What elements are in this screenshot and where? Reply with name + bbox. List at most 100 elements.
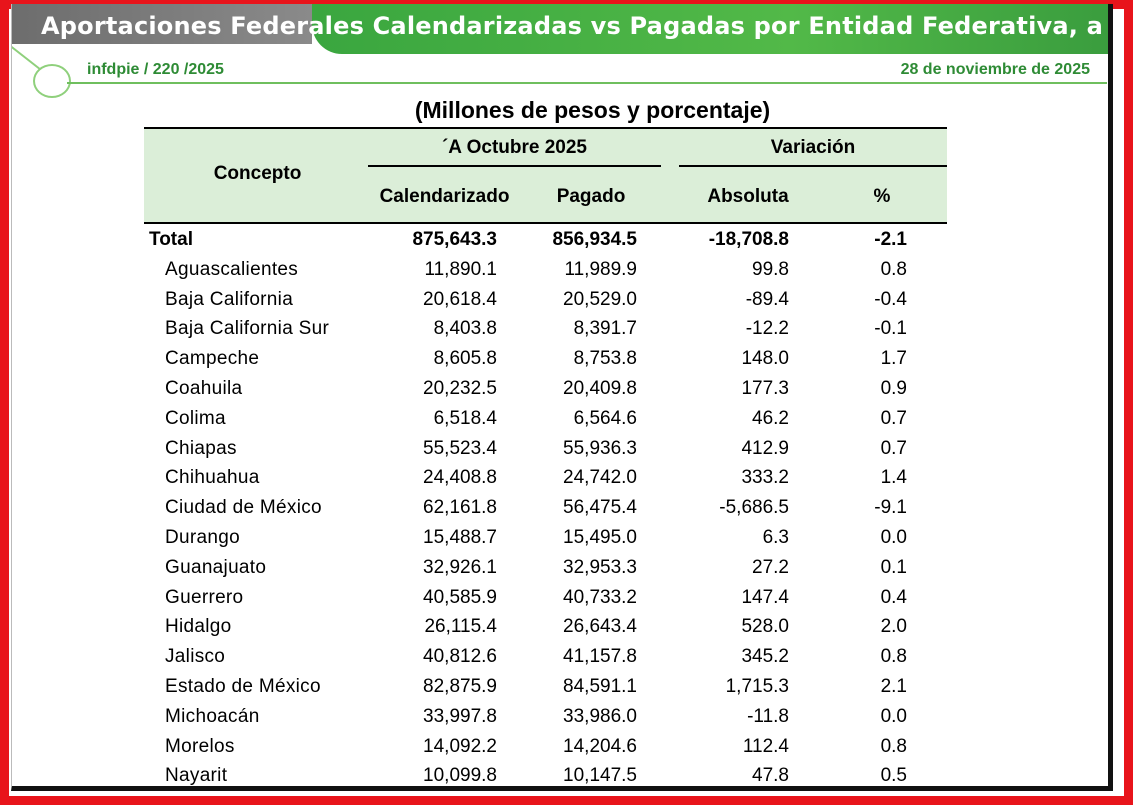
cell-pagado: 6,564.6 [573, 407, 637, 429]
cell-absoluta: 177.3 [741, 377, 789, 399]
header-percent: % [873, 186, 891, 207]
subheader-divider [67, 82, 1107, 84]
row-label: Coahuila [165, 377, 243, 399]
row-label: Jalisco [165, 646, 226, 668]
table-row: Chihuahua 24,408.8 24,742.0 333.2 1.4 [144, 462, 947, 492]
row-label: Baja California [165, 288, 294, 310]
cell-calendarizado: 875,643.3 [412, 229, 497, 250]
cell-percent: 0.0 [880, 705, 907, 727]
cell-percent: 0.5 [880, 765, 907, 787]
cell-percent: 0.7 [880, 407, 907, 429]
row-label: Hidalgo [165, 616, 232, 638]
row-label: Morelos [165, 735, 235, 757]
slide: Aportaciones Federales Calendarizadas vs… [11, 4, 1113, 791]
table-row: Estado de México 82,875.9 84,591.1 1,715.3 2… [144, 671, 947, 701]
cell-percent: 0.8 [880, 258, 907, 280]
cell-percent: -0.4 [874, 288, 907, 310]
cell-pagado: 11,989.9 [564, 258, 637, 280]
cell-pagado: 41,157.8 [563, 646, 637, 668]
cell-absoluta: 47.8 [752, 765, 789, 787]
cell-absoluta: 99.8 [752, 258, 789, 280]
cell-percent: -0.1 [874, 318, 907, 340]
row-label: Baja California Sur [165, 318, 330, 340]
cell-percent: 0.8 [880, 646, 907, 668]
cell-pagado: 856,934.5 [552, 229, 637, 250]
row-label: Michoacán [165, 705, 260, 727]
cell-absoluta: 528.0 [741, 616, 789, 638]
cell-absoluta: 46.2 [752, 407, 789, 429]
cell-absoluta: -11.8 [747, 705, 789, 727]
cell-percent: 0.4 [880, 586, 907, 608]
table-row: Hidalgo 26,115.4 26,643.4 528.0 2.0 [144, 611, 947, 641]
cell-calendarizado: 10,099.8 [423, 765, 497, 787]
decorative-circle [33, 64, 71, 98]
cell-absoluta: 333.2 [741, 467, 789, 489]
cell-calendarizado: 33,997.8 [423, 705, 497, 727]
row-label: Total [149, 229, 193, 250]
cell-calendarizado: 62,161.8 [423, 497, 497, 519]
cell-absoluta: 1,715.3 [725, 675, 789, 697]
header-concepto: Concepto [213, 163, 302, 184]
cell-pagado: 84,591.1 [563, 675, 637, 697]
row-label: Campeche [165, 348, 260, 370]
data-table: Concepto ´A Octubre 2025 Variación Calen… [144, 127, 947, 787]
row-label: Nayarit [165, 765, 228, 787]
table-row: Ciudad de México 62,161.8 56,475.4 -5,686.5… [144, 492, 947, 522]
cell-calendarizado: 55,523.4 [423, 437, 497, 459]
row-label: Estado de México [165, 675, 321, 697]
cell-pagado: 8,391.7 [573, 318, 637, 340]
table-row: Chiapas 55,523.4 55,936.3 412.9 0.7 [144, 433, 947, 463]
cell-calendarizado: 20,618.4 [423, 288, 497, 310]
cell-percent: 0.1 [880, 556, 907, 578]
cell-percent: 0.7 [880, 437, 907, 459]
cell-pagado: 8,753.8 [573, 348, 637, 370]
header-pagado: Pagado [556, 186, 626, 207]
cell-pagado: 24,742.0 [563, 467, 637, 489]
cell-calendarizado: 15,488.7 [423, 526, 497, 548]
cell-pagado: 33,986.0 [563, 705, 637, 727]
row-label: Chihuahua [165, 467, 260, 489]
table-row: Aguascalientes 11,890.1 11,989.9 99.8 0.8 [144, 254, 947, 284]
header-absoluta: Absoluta [707, 186, 789, 207]
cell-pagado: 56,475.4 [563, 497, 637, 519]
cell-calendarizado: 20,232.5 [423, 377, 497, 399]
header-group-rule-period [368, 165, 661, 167]
cell-pagado: 20,409.8 [563, 377, 637, 399]
cell-pagado: 40,733.2 [563, 586, 637, 608]
cell-calendarizado: 8,403.8 [433, 318, 497, 340]
cell-pagado: 14,204.6 [563, 735, 637, 757]
cell-calendarizado: 6,518.4 [433, 407, 497, 429]
cell-absoluta: -12.2 [745, 318, 789, 340]
banner-grey-section [12, 4, 312, 44]
table-header: Concepto ´A Octubre 2025 Variación Calen… [144, 127, 947, 224]
table-row: Guerrero 40,585.9 40,733.2 147.4 0.4 [144, 582, 947, 612]
cell-absoluta: -5,686.5 [719, 497, 789, 519]
table-row: Nayarit 10,099.8 10,147.5 47.8 0.5 [144, 760, 947, 787]
table-subtitle: (Millones de pesos y porcentaje) [414, 97, 771, 123]
cell-calendarizado: 14,092.2 [423, 735, 497, 757]
header-calendarizado: Calendarizado [379, 186, 510, 207]
cell-calendarizado: 40,585.9 [423, 586, 497, 608]
cell-pagado: 20,529.0 [563, 288, 637, 310]
cell-absoluta: 6.3 [762, 526, 789, 548]
cell-percent: -9.1 [874, 497, 907, 519]
cell-absoluta: 412.9 [741, 437, 789, 459]
cell-absoluta: -18,708.8 [708, 229, 789, 250]
cell-calendarizado: 32,926.1 [423, 556, 497, 578]
cell-percent: 1.4 [880, 467, 907, 489]
title-banner: Aportaciones Federales Calendarizadas vs… [12, 4, 1108, 54]
table-row: Michoacán 33,997.8 33,986.0 -11.8 0.0 [144, 701, 947, 731]
table-row: Guanajuato 32,926.1 32,953.3 27.2 0.1 [144, 552, 947, 582]
table-row-total: Total 875,643.3 856,934.5 -18,708.8 -2.1 [144, 224, 947, 254]
header-group-rule-variation [679, 165, 947, 167]
cell-percent: 2.1 [880, 675, 907, 697]
cell-percent: 2.0 [880, 616, 907, 638]
table-row: Baja California Sur 8,403.8 8,391.7 -12.2 -0… [144, 313, 947, 343]
banner-green-section [312, 4, 1108, 54]
cell-absoluta: 112.4 [742, 735, 789, 757]
table-row: Durango 15,488.7 15,495.0 6.3 0.0 [144, 522, 947, 552]
cell-pagado: 26,643.4 [563, 616, 637, 638]
cell-percent: 0.0 [880, 526, 907, 548]
cell-absoluta: 27.2 [752, 556, 789, 578]
row-label: Ciudad de México [165, 497, 322, 519]
